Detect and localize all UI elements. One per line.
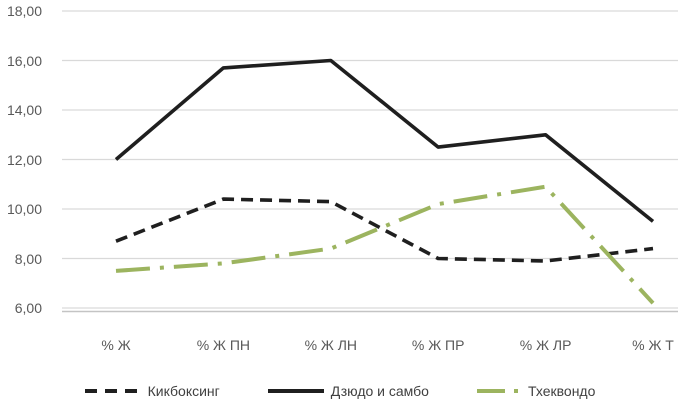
series-line-3 — [115, 184, 655, 305]
legend-item-3: Тхеквондо — [476, 383, 596, 399]
series-line-1 — [115, 197, 654, 263]
legend-line-swatch-solid-icon — [267, 389, 324, 393]
x-tick-label: % Ж ЛН — [304, 337, 358, 353]
legend-item-2: Дзюдо и самбо — [267, 383, 429, 399]
y-tick-label: 10,00 — [6, 201, 42, 217]
x-tick-label: % Ж ПН — [196, 337, 251, 353]
legend-item-1: Кикбоксинг — [84, 383, 220, 399]
legend-line-swatch-dashdot-icon — [476, 389, 521, 393]
y-tick-label: 16,00 — [6, 52, 42, 69]
x-tick-label: % Ж Т — [632, 337, 674, 353]
series-line-2 — [114, 58, 655, 223]
legend-line-swatch-dashed-icon — [84, 389, 141, 393]
legend-label: Дзюдо и самбо — [330, 383, 429, 399]
legend-label: Тхеквондо — [527, 383, 596, 399]
x-tick-label: % Ж ЛР — [519, 337, 572, 353]
y-tick-label: 6,00 — [14, 300, 42, 316]
y-tick-label: 18,00 — [6, 3, 42, 19]
y-tick-label: 12,00 — [6, 151, 42, 168]
y-tick-label: 14,00 — [6, 102, 42, 118]
x-tick-label: % Ж ПР — [411, 337, 465, 353]
legend-label: Кикбоксинг — [147, 383, 220, 399]
x-tick-label: % Ж — [101, 337, 131, 353]
chart-legend: Кикбоксинг Дзюдо и самбо Тхеквондо — [0, 381, 680, 401]
y-tick-label: 8,00 — [14, 250, 42, 267]
